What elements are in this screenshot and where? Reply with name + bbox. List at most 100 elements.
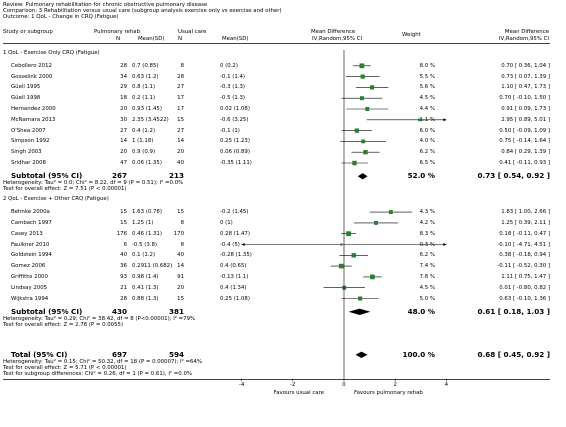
col-msd1: Mean(SD) [138,36,165,42]
n2-value: 28 [177,73,184,80]
ci-value: 0.63 [ -0.10, 1.36 ] [499,295,550,302]
study-name: Gomez 2006 [11,263,46,270]
subtotal-n1: 430 [111,306,127,316]
effect-marker [340,243,343,246]
comparison-title: Comparison: 3 Rehabilitation versus usua… [3,8,282,14]
msd2-value: 0.4 (1.34) [220,284,247,291]
msd2-value: -0.6 (3.25) [220,116,249,123]
msd2-value: 0.25 (1.23) [220,138,250,145]
msd1-value: 1.63 (0.78) [132,209,162,216]
n1-value: 21 [120,284,127,291]
n2-value: 27 [177,127,184,134]
effect-marker [370,85,375,90]
effect-marker [363,150,368,155]
n1-value: 93 [120,273,127,280]
n2-value: 15 [177,116,184,123]
subtotal-n1: 267 [111,171,127,181]
ci-value: 0.70 [ -0.10, 1.50 ] [499,95,550,102]
msd2-value: -0.35 (1.11) [220,160,252,166]
subgroup-difference-test: Test for subgroup differences: Chi² = 0.… [3,370,192,377]
msd2-value: -0.4 (5) [220,241,240,248]
effect-marker [360,74,365,79]
msd2-value: 0 (1) [220,219,233,226]
outcome-title: Outcome: 1 QoL - Change in CRQ (Fatigue) [3,14,119,20]
total-ci: 0.68 [ 0.45, 0.92 ] [477,349,550,359]
ci-value: 1.10 [ 0.47, 1.73 ] [501,84,550,91]
ci-value: 0.70 [ 0.36, 1.04 ] [501,62,550,69]
n2-value: 17 [177,106,184,112]
x-tick-label: 2 [393,381,397,388]
x-tick-label: -2 [290,381,296,388]
weight-value: 7.4 % [419,263,435,270]
study-name: Lindsay 2005 [11,284,48,291]
subtotal-n2: 381 [168,306,184,316]
n1-value: 20 [120,106,127,112]
subgroup-title: 2 QoL - Exercise + Other CRQ (Fatigue) [3,196,109,203]
review-title: Review: Pulmonary rehabilitation for chr… [3,2,208,8]
study-name: Simpson 1992 [11,138,50,145]
col-weight: Weight [402,32,421,38]
n2-value: 8 [180,62,184,69]
study-name: Behnke 2000a [11,209,50,216]
n1-value: 36 [120,263,127,270]
subtotal-ci: 0.61 [ 0.18, 1.03 ] [477,306,550,316]
n2-value: 14 [177,138,184,145]
study-name: Goldstein 1994 [11,252,52,259]
n1-value: 18 [120,95,127,102]
ci-value: 1.83 [ 1.00, 2.66 ] [501,209,550,216]
total-diamond [355,351,368,358]
effect-marker [418,118,421,122]
ci-value: -0.11 [ -0.52, 0.30 ] [497,263,550,270]
effect-marker [370,274,375,280]
subtotal-label: Subtotal (95% CI) [11,306,83,316]
ci-value: 0.73 [ 0.07, 1.39 ] [501,73,550,80]
msd1-value: 2.35 (3.4522) [132,116,169,123]
msd1-value: 0.7 (0.85) [132,62,159,69]
msd1-value: 0.63 (1.2) [132,73,159,80]
x-tick-label: -4 [238,381,245,388]
col-group1: Pulmonary rehab [94,29,141,35]
ci-value: 0.38 [ -0.18, 0.94 ] [499,252,550,259]
msd1-value: 0.2 (1.1) [132,95,156,102]
msd1-value: 0.2911 (0.682) [132,263,173,270]
msd1-value: -0.5 (3.8) [132,241,158,248]
weight-value: 4.5 % [419,95,435,102]
n2-value: 15 [177,295,184,302]
effect-marker [359,96,364,101]
subtotal-ci: 0.73 [ 0.54, 0.92 ] [477,171,550,181]
study-name: Cambach 1997 [11,219,52,226]
ci-arrow-right [443,118,447,122]
n1-value: 29 [120,84,127,91]
overall-effect-text: Test for overall effect: Z = 2.78 (P = 0… [3,321,124,328]
weight-value: 4.3 % [419,209,435,216]
weight-value: 6.0 % [419,127,435,134]
study-name: Wijkstra 1994 [11,295,49,302]
msd2-value: 0.06 (0.89) [220,149,250,156]
footer-rule [3,378,550,380]
ci-value: 0.91 [ 0.09, 1.73 ] [501,106,550,112]
n1-value: 6 [123,241,127,248]
subgroup-title: 1 QoL - Exercise Only CRQ (Fatigue) [3,50,100,56]
n2-value: 91 [177,273,184,280]
ci-value: -0.10 [ -4.71, 4.51 ] [497,241,550,248]
n1-value: 40 [120,252,127,259]
total-weight: 100.0 % [402,349,435,359]
x-tick-label: 0 [342,381,346,388]
study-name: Gosselink 2000 [11,73,53,80]
n1-value: 15 [120,209,127,216]
col-md-method: IV,Random,95% CI [312,36,363,42]
ci-value: 2.95 [ 0.89, 5.01 ] [501,116,550,123]
ci-arrow-left [241,242,245,247]
msd2-value: -0.2 (1.45) [220,209,249,216]
overall-effect-text: Test for overall effect: Z = 7.51 (P < 0… [3,186,127,193]
effect-marker [359,63,365,69]
n1-value: 15 [120,219,127,226]
msd1-value: 0.98 (1.4) [132,273,159,280]
n2-value: 8 [180,241,184,248]
msd2-value: -0.13 (1.1) [220,273,249,280]
header-rule [3,43,550,44]
effect-marker [358,296,363,301]
total-heterogeneity: Heterogeneity: Tau² = 0.15; Chi² = 50.32… [3,358,203,365]
subtotal-weight: 48.0 % [407,306,435,316]
study-name: McNamara 2013 [11,116,56,123]
